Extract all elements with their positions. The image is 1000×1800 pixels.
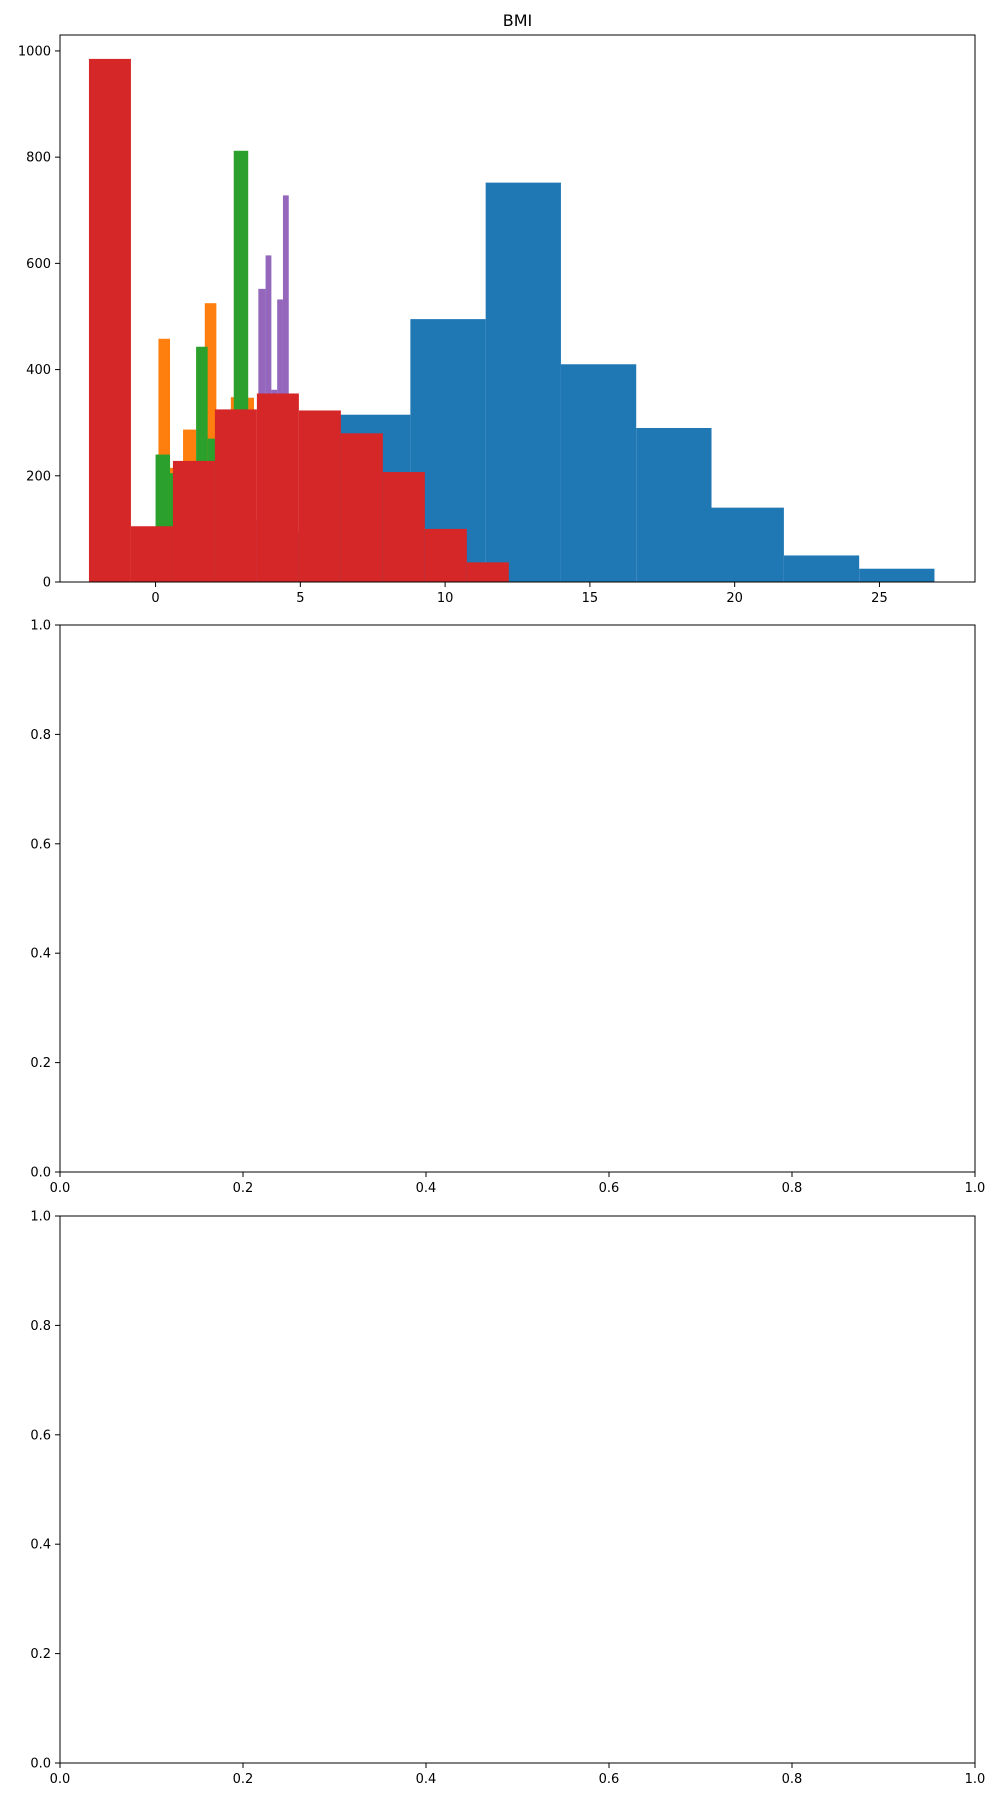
histogram-bar [130, 526, 173, 582]
x-tick-label: 0.8 [782, 1181, 803, 1196]
x-tick-label: 25 [871, 591, 888, 606]
histogram-bar [636, 427, 712, 582]
y-tick-label: 0.0 [30, 1757, 51, 1772]
histogram-bar [560, 364, 637, 582]
y-tick-label: 0.4 [30, 947, 51, 962]
y-tick-label: 400 [26, 363, 51, 378]
x-tick-label: 10 [437, 591, 454, 606]
x-tick-label: 1.0 [965, 1181, 986, 1196]
x-tick-label: 5 [296, 591, 304, 606]
y-tick-label: 0.0 [30, 1166, 51, 1181]
histogram-bar [859, 568, 935, 582]
axes-frame [59, 624, 976, 1173]
x-tick-label: 0 [151, 591, 159, 606]
y-tick-label: 0.2 [30, 1647, 51, 1662]
y-tick-label: 1.0 [30, 1210, 51, 1225]
chart-title: BMI [503, 11, 533, 30]
histogram-bar [282, 195, 289, 583]
histogram-bar [783, 555, 860, 582]
histogram-bar [172, 460, 215, 582]
histogram-bar [298, 410, 341, 582]
x-tick-label: 0.8 [782, 1772, 803, 1787]
y-tick-label: 800 [26, 151, 51, 166]
histogram-bar [214, 409, 257, 582]
axes-frame [59, 34, 976, 583]
x-tick-label: 0.6 [599, 1772, 620, 1787]
bmi-histogram-panel: 0 5 10 15 20 25 0 200 400 600 800 1000 BMI [18, 11, 976, 606]
histogram-bar [466, 562, 509, 582]
y-tick-label: 0.6 [30, 837, 51, 852]
histogram-bar [88, 58, 131, 582]
empty-panel-2: 0.0 0.2 0.4 0.6 0.8 1.0 0.0 0.2 0.4 0.6 0.8 1.0 [30, 619, 985, 1197]
histogram-bar [485, 182, 561, 582]
x-tick-label: 0.0 [50, 1181, 71, 1196]
y-tick-label: 600 [26, 257, 51, 272]
axes-frame [59, 1215, 976, 1764]
y-tick-label: 1000 [18, 44, 51, 59]
y-tick-label: 0.2 [30, 1056, 51, 1071]
y-tick-label: 0.4 [30, 1538, 51, 1553]
x-tick-label: 0.6 [599, 1181, 620, 1196]
x-tick-label: 0.2 [233, 1181, 254, 1196]
histogram-series-5 [88, 58, 509, 582]
y-tick-label: 0.8 [30, 1319, 51, 1334]
y-tick-label: 0.6 [30, 1428, 51, 1443]
histogram-bar [424, 528, 467, 582]
x-tick-label: 0.2 [233, 1772, 254, 1787]
x-tick-label: 1.0 [965, 1772, 986, 1787]
x-tick-label: 20 [726, 591, 743, 606]
x-tick-label: 0.4 [416, 1772, 437, 1787]
histogram-bar [711, 507, 784, 582]
histogram-bar [256, 393, 299, 582]
y-tick-label: 0 [43, 576, 51, 591]
x-tick-label: 15 [582, 591, 599, 606]
histogram-bar [340, 433, 383, 582]
x-tick-label: 0.4 [416, 1181, 437, 1196]
y-tick-label: 1.0 [30, 619, 51, 634]
empty-panel-3: 0.0 0.2 0.4 0.6 0.8 1.0 0.0 0.2 0.4 0.6 0.8 1.0 [30, 1210, 985, 1788]
y-tick-label: 0.8 [30, 728, 51, 743]
y-tick-label: 200 [26, 469, 51, 484]
x-tick-label: 0.0 [50, 1772, 71, 1787]
histogram-bar [382, 472, 425, 582]
